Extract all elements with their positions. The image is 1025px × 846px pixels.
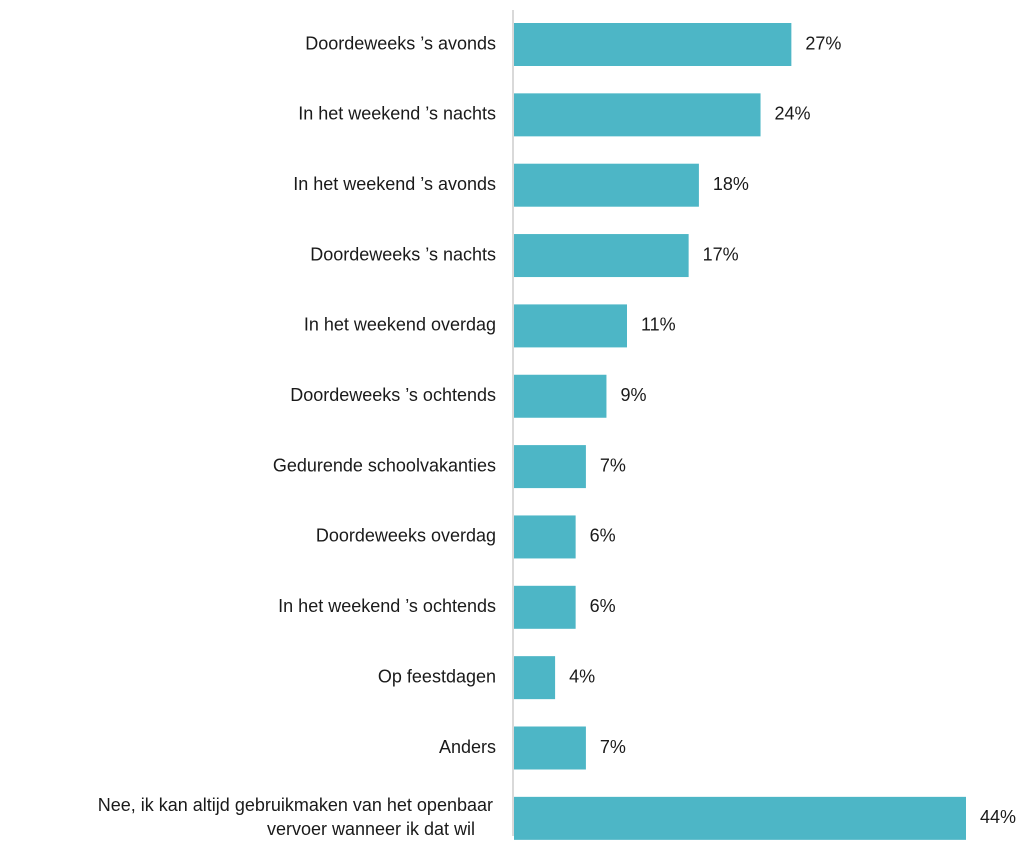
bar: [514, 726, 586, 770]
bar: [514, 23, 792, 66]
category-label: Doordeweeks overdag: [316, 526, 496, 546]
bar: [514, 585, 576, 629]
category-label: Anders: [439, 737, 496, 757]
bars-group: [514, 23, 966, 840]
category-label: Nee, ik kan altijd gebruikmaken van het …: [98, 795, 493, 839]
value-labels-group: 27% 24% 18% 17% 11% 9% 7% 6% 6% 4% 7% 44%: [569, 33, 1016, 827]
category-label-line: Nee, ik kan altijd gebruikmaken van het …: [98, 795, 493, 815]
value-label: 7%: [600, 455, 626, 475]
value-label: 6%: [590, 526, 616, 546]
category-label: Op feestdagen: [378, 666, 496, 686]
category-label-line: vervoer wanneer ik dat wil: [267, 819, 475, 839]
bar: [514, 656, 556, 700]
category-label: In het weekend ’s nachts: [298, 104, 496, 124]
category-label: Gedurende schoolvakanties: [273, 455, 496, 475]
value-label: 7%: [600, 737, 626, 757]
value-label: 6%: [590, 596, 616, 616]
category-labels-group: Doordeweeks ’s avonds In het weekend ’s n…: [98, 33, 496, 839]
value-label: 27%: [805, 33, 841, 53]
bar: [514, 515, 576, 559]
category-label: In het weekend ’s ochtends: [278, 596, 496, 616]
category-label: In het weekend ’s avonds: [293, 174, 496, 194]
category-label: Doordeweeks ’s nachts: [310, 244, 496, 264]
bar: [514, 796, 966, 840]
bar: [514, 163, 699, 207]
value-label: 18%: [713, 174, 749, 194]
value-label: 4%: [569, 666, 595, 686]
category-label: Doordeweeks ’s ochtends: [290, 385, 496, 405]
bar: [514, 445, 586, 489]
bar: [514, 304, 627, 348]
bar: [514, 374, 607, 418]
category-label: In het weekend overdag: [304, 315, 496, 335]
value-label: 9%: [620, 385, 646, 405]
value-label: 44%: [980, 807, 1016, 827]
bar: [514, 93, 761, 137]
bar: [514, 234, 689, 278]
value-label: 11%: [641, 315, 676, 335]
value-label: 24%: [775, 104, 811, 124]
category-label: Doordeweeks ’s avonds: [305, 33, 496, 53]
value-label: 17%: [703, 244, 739, 264]
